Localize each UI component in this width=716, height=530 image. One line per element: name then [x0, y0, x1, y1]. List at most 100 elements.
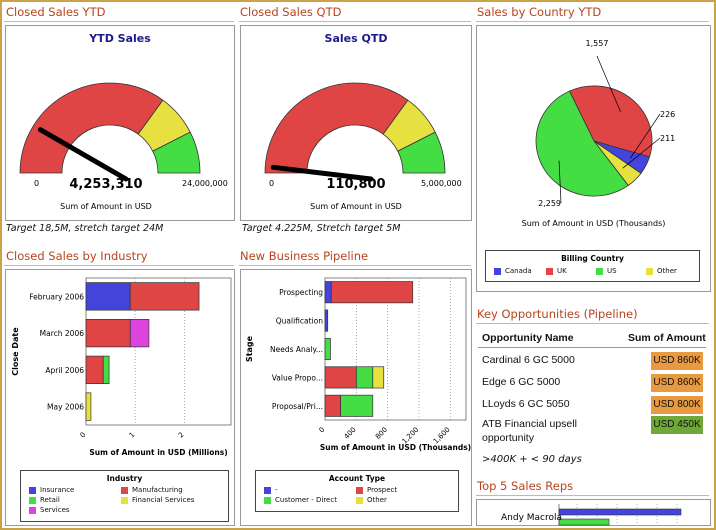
- opp-name: Cardinal 6 GC 5000: [482, 354, 575, 366]
- legend-item: Financial Services: [121, 496, 194, 504]
- industry-bar-chart: 0 1 2 February 2006 March 2006 April 2006 May …: [11, 277, 232, 457]
- x-axis-title: Sum of Amount in USD (Thousands): [320, 443, 471, 452]
- bar-segment: [324, 309, 329, 332]
- pie-data-label: 211: [660, 134, 675, 143]
- pipeline-chart-panel: 0 400 800 1,200 1,600 Prospecting Qualificatio…: [240, 269, 472, 526]
- divider: [4, 265, 234, 266]
- x-tick-label: 0: [79, 431, 88, 440]
- divider: [476, 323, 709, 324]
- divider: [476, 21, 709, 22]
- bar-segment: [85, 282, 131, 311]
- opp-amount-badge: USD 800K: [651, 396, 703, 414]
- divider: [476, 495, 709, 496]
- gauge-zone-1: [264, 82, 409, 174]
- gauge-zone-3: [152, 131, 201, 174]
- y-category-label: May 2006: [47, 403, 84, 412]
- legend-item: Retail: [29, 496, 60, 504]
- legend-label: Other: [367, 496, 387, 504]
- divider: [239, 21, 471, 22]
- x-tick-label: 400: [343, 426, 358, 441]
- gauge-min-label: 0: [269, 179, 275, 188]
- legend-label: Insurance: [40, 486, 75, 494]
- legend-item-uk: UK: [546, 267, 567, 275]
- country-pie-chart: 1,557 226 211 2,259: [535, 39, 675, 208]
- x-axis-title: Sum of Amount in USD (Millions): [89, 448, 227, 457]
- pie-axis-label: Sum of Amount in USD (Thousands): [521, 219, 666, 228]
- col-header-amount: Sum of Amount: [628, 332, 706, 344]
- opp-amount-badge: USD 860K: [651, 352, 703, 370]
- industry-legend: Industry Insurance Manufacturing Retail Fin…: [20, 470, 229, 522]
- legend-swatch: [121, 486, 128, 494]
- bar-segment: [324, 337, 331, 360]
- pie-data-label: 2,259: [538, 199, 561, 208]
- legend-swatch: [29, 496, 36, 504]
- gauge-zone-3: [397, 131, 446, 174]
- opp-name: ATB Financial upsell: [482, 418, 577, 430]
- pie-legend: Billing Country Canada UK US Other: [485, 250, 700, 282]
- y-category-label: April 2006: [45, 366, 84, 375]
- country-pie-panel: 1,557 226 211 2,259 Sum of Amount in USD (T…: [476, 25, 711, 292]
- gauge-axis-label: Sum of Amount in USD: [310, 202, 402, 211]
- legend-title: Industry: [106, 474, 143, 483]
- bar-segment: [102, 355, 110, 385]
- gauge-chart: [264, 82, 446, 182]
- legend-swatch: [546, 267, 553, 275]
- gauge-value-label: 110,800: [326, 177, 386, 192]
- legend-swatch: [264, 486, 271, 494]
- legend-label: Other: [657, 267, 677, 275]
- bar-segment: [129, 282, 200, 311]
- legend-label: Retail: [40, 496, 60, 504]
- gauge-axis-label: Sum of Amount in USD: [60, 202, 152, 211]
- opp-amount-badge: USD 860K: [651, 374, 703, 392]
- legend-label: Customer - Direct: [275, 496, 337, 504]
- top-reps-chart: [558, 504, 682, 526]
- gauge-title: YTD Sales: [89, 32, 151, 45]
- pie-leader-line: [596, 55, 621, 112]
- y-category-label: March 2006: [40, 329, 85, 338]
- legend-label: Canada: [505, 267, 532, 275]
- pie-leader-line: [558, 160, 562, 204]
- gauge-max-label: 5,000,000: [421, 179, 462, 188]
- y-axis-title: Stage: [245, 335, 254, 362]
- legend-swatch: [494, 267, 501, 275]
- legend-item-us: US: [596, 267, 617, 275]
- gauge-chart: [19, 82, 201, 182]
- industry-chart-panel: 0 1 2 February 2006 March 2006 April 2006 May …: [5, 269, 235, 526]
- legend-swatch: [646, 267, 653, 275]
- legend-label: UK: [557, 267, 567, 275]
- gauge-zone-1: [19, 82, 164, 174]
- gauge-needle: [270, 164, 374, 182]
- pie-data-label: 226: [660, 110, 675, 119]
- pipeline-bar-chart: 0 400 800 1,200 1,600ProspectingQualificatio…: [245, 277, 471, 452]
- legend-item: Services: [29, 506, 70, 514]
- pie-slice: [535, 90, 629, 197]
- legend-swatch: [29, 506, 36, 514]
- legend-label: Services: [40, 506, 70, 514]
- y-category-label: Value Propo...: [272, 373, 323, 382]
- bar-segment: [129, 318, 150, 348]
- legend-item: -: [264, 486, 278, 494]
- legend-label: Manufacturing: [132, 486, 183, 494]
- legend-title: Account Type: [328, 474, 386, 483]
- gauge-panel-qtd: Sales QTD 0 5,000,000 110,800 Sum of Amo…: [240, 25, 472, 221]
- y-axis-title: Close Date: [11, 327, 20, 376]
- legend-item: Manufacturing: [121, 486, 183, 494]
- opp-name: Edge 6 GC 5000: [482, 376, 561, 388]
- x-tick-label: 1: [128, 431, 137, 440]
- x-tick-label: 0: [318, 426, 327, 435]
- bar-segment: [324, 394, 342, 417]
- pie-leader-line: [630, 113, 661, 159]
- legend-swatch: [121, 496, 128, 504]
- gauge-needle: [37, 127, 129, 182]
- opp-name: LLoyds 6 GC 5050: [482, 398, 570, 410]
- legend-swatch: [356, 496, 363, 504]
- pie-data-label: 1,557: [586, 39, 609, 48]
- bar-segment: [372, 366, 385, 389]
- legend-swatch: [264, 496, 271, 504]
- bar-segment: [355, 366, 374, 389]
- bar-segment: [340, 394, 374, 417]
- section-title-closed-ytd: Closed Sales YTD: [6, 5, 106, 19]
- rep-name: Andy Macrola: [501, 513, 563, 523]
- section-title-by-industry: Closed Sales by Industry: [6, 249, 148, 263]
- bar-segment: [324, 366, 357, 389]
